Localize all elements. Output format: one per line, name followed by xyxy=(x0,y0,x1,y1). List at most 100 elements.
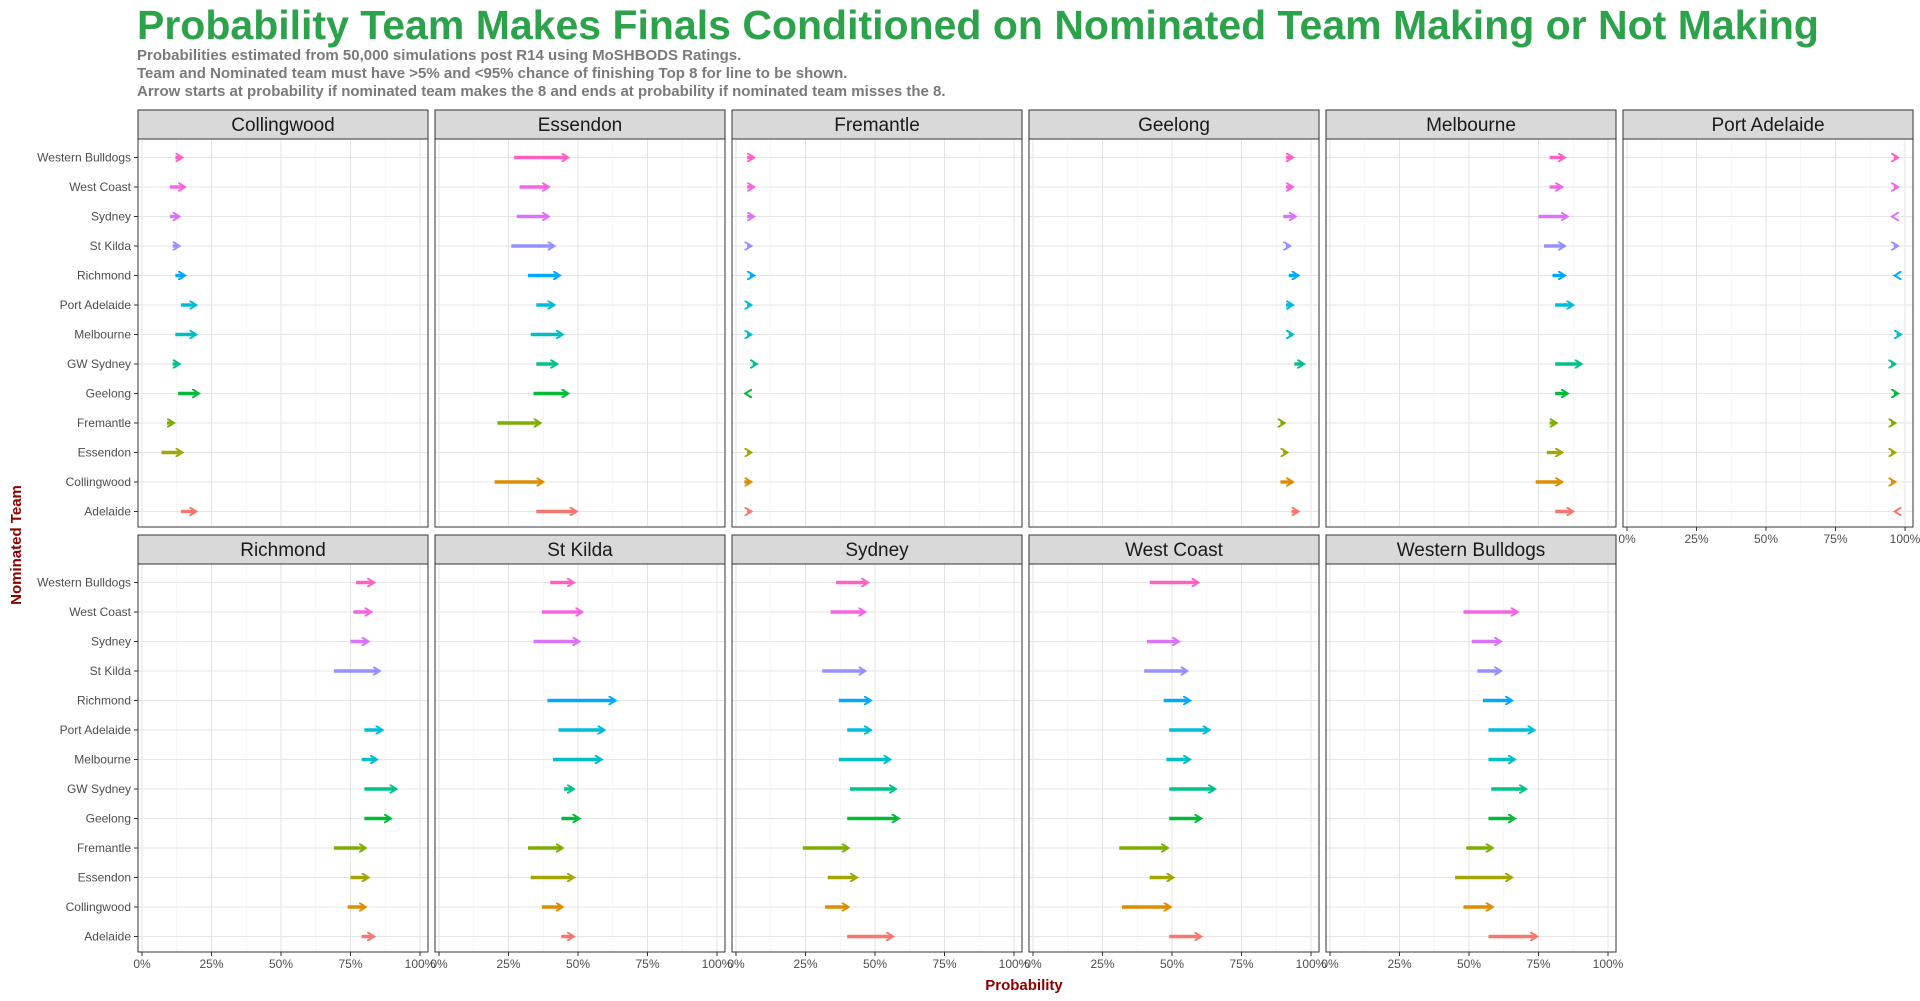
x-tick-label: 75% xyxy=(1526,957,1550,971)
chart-title: Probability Team Makes Finals Conditione… xyxy=(137,2,1819,48)
facet-strip xyxy=(1325,534,1617,565)
panel-background xyxy=(732,139,1022,527)
panel-background xyxy=(1623,139,1913,527)
y-tick-label: Port Adelaide xyxy=(60,298,132,312)
panel-grid xyxy=(1029,139,1319,527)
facet-strip-label: Port Adelaide xyxy=(1711,115,1824,136)
y-tick-label: Port Adelaide xyxy=(60,723,132,737)
x-tick-label: 50% xyxy=(566,957,590,971)
facet-strip-label: Geelong xyxy=(1138,115,1210,136)
x-tick-label: 100% xyxy=(1890,532,1920,546)
y-tick-label: Essendon xyxy=(78,871,131,885)
x-tick-label: 25% xyxy=(199,957,223,971)
x-tick-label: 100% xyxy=(702,957,733,971)
x-tick-label: 100% xyxy=(1593,957,1624,971)
facet-strip xyxy=(731,534,1023,565)
x-tick-label: 100% xyxy=(405,957,436,971)
y-tick-label: West Coast xyxy=(69,605,131,619)
panel-border xyxy=(1622,138,1914,528)
y-tick-label: Western Bulldogs xyxy=(37,151,131,165)
facet-strip xyxy=(137,534,429,565)
x-tick-label: 75% xyxy=(338,957,362,971)
panel-border xyxy=(137,563,429,953)
x-axis-title: Probability xyxy=(985,977,1063,994)
y-tick-label: Adelaide xyxy=(84,505,131,519)
x-tick-label: 50% xyxy=(1457,957,1481,971)
y-tick-label: Collingwood xyxy=(66,900,131,914)
x-tick-label: 75% xyxy=(1823,532,1847,546)
panel-grid xyxy=(732,139,1022,527)
facet-strip xyxy=(1028,534,1320,565)
y-tick-label: Fremantle xyxy=(77,416,131,430)
facet-strip-label: Essendon xyxy=(538,115,623,136)
y-tick-label: West Coast xyxy=(69,180,131,194)
x-tick-label: 50% xyxy=(269,957,293,971)
x-tick-label: 50% xyxy=(1160,957,1184,971)
facet-fremantle: Fremantle xyxy=(731,109,1023,528)
panel-border xyxy=(434,138,726,528)
panel-grid xyxy=(138,564,428,952)
panel-border xyxy=(1325,138,1617,528)
facet-sydney: Sydney 0% 25% 50% 75% 100% xyxy=(727,534,1030,971)
y-tick-label: St Kilda xyxy=(90,239,132,253)
y-tick-label: Richmond xyxy=(77,269,131,283)
facet-strip-label: Richmond xyxy=(240,540,326,561)
x-tick-label: 75% xyxy=(932,957,956,971)
x-tick-label: 25% xyxy=(1684,532,1708,546)
panel-border xyxy=(1028,138,1320,528)
facet-strip-label: Fremantle xyxy=(834,115,920,136)
y-tick-label: Melbourne xyxy=(74,328,131,342)
facet-strip xyxy=(137,109,429,140)
chart-subtitle-line-1: Probabilities estimated from 50,000 simu… xyxy=(137,47,742,64)
facet-strip-label: Sydney xyxy=(845,540,909,561)
facet-strip-label: Western Bulldogs xyxy=(1397,540,1546,561)
chart-subtitle-line-3: Arrow starts at probability if nominated… xyxy=(137,83,946,100)
x-tick-label: 25% xyxy=(1090,957,1114,971)
x-tick-label: 50% xyxy=(863,957,887,971)
panel-background xyxy=(138,564,428,952)
panel-grid xyxy=(435,564,725,952)
facet-geelong: Geelong xyxy=(1028,109,1320,528)
panel-background xyxy=(1326,139,1616,527)
facet-strip-label: St Kilda xyxy=(547,540,613,561)
panel-border xyxy=(137,138,429,528)
y-tick-label: Sydney xyxy=(91,635,131,649)
panel-background xyxy=(1029,139,1319,527)
x-tick-label: 0% xyxy=(1618,532,1636,546)
y-tick-label: St Kilda xyxy=(90,664,132,678)
y-tick-label: Fremantle xyxy=(77,841,131,855)
facet-richmond: Richmond Western Bulldogs West Coast Sydney… xyxy=(37,534,436,971)
panel-border xyxy=(731,563,1023,953)
y-tick-label: Richmond xyxy=(77,694,131,708)
y-tick-label: GW Sydney xyxy=(67,782,131,796)
x-tick-label: 50% xyxy=(1754,532,1778,546)
y-tick-label: Geelong xyxy=(86,812,131,826)
x-tick-label: 0% xyxy=(727,957,745,971)
facet-collingwood: Collingwood Western Bulldogs West Coast Syd… xyxy=(37,109,429,528)
facet-essendon: Essendon xyxy=(434,109,726,528)
facet-west-coast: West Coast 0% 25% 50% 75% 100% xyxy=(1024,534,1327,971)
y-tick-label: Western Bulldogs xyxy=(37,576,131,590)
y-tick-label: Essendon xyxy=(78,446,131,460)
x-tick-label: 25% xyxy=(496,957,520,971)
panel-grid xyxy=(1326,564,1616,952)
panel-grid xyxy=(435,139,725,527)
x-tick-label: 0% xyxy=(133,957,151,971)
facet-strip xyxy=(434,109,726,140)
x-tick-label: 75% xyxy=(635,957,659,971)
x-tick-label: 100% xyxy=(1296,957,1327,971)
facet-st-kilda: St Kilda 0% 25% 50% 75% 100% xyxy=(430,534,733,971)
facet-strip-label: Melbourne xyxy=(1426,115,1516,136)
facet-port-adelaide: Port Adelaide 0% 25% 50% 75% 100% xyxy=(1618,109,1920,546)
y-tick-label: Collingwood xyxy=(66,475,131,489)
x-tick-label: 100% xyxy=(999,957,1030,971)
facet-strip-label: Collingwood xyxy=(231,115,335,136)
facet-strip-label: West Coast xyxy=(1125,540,1224,561)
panel-background xyxy=(1326,564,1616,952)
chart-subtitle-line-2: Team and Nominated team must have >5% an… xyxy=(137,65,848,82)
panel-border xyxy=(434,563,726,953)
y-tick-label: Sydney xyxy=(91,210,131,224)
panel-grid xyxy=(1623,139,1913,527)
facet-strip xyxy=(1622,109,1914,140)
